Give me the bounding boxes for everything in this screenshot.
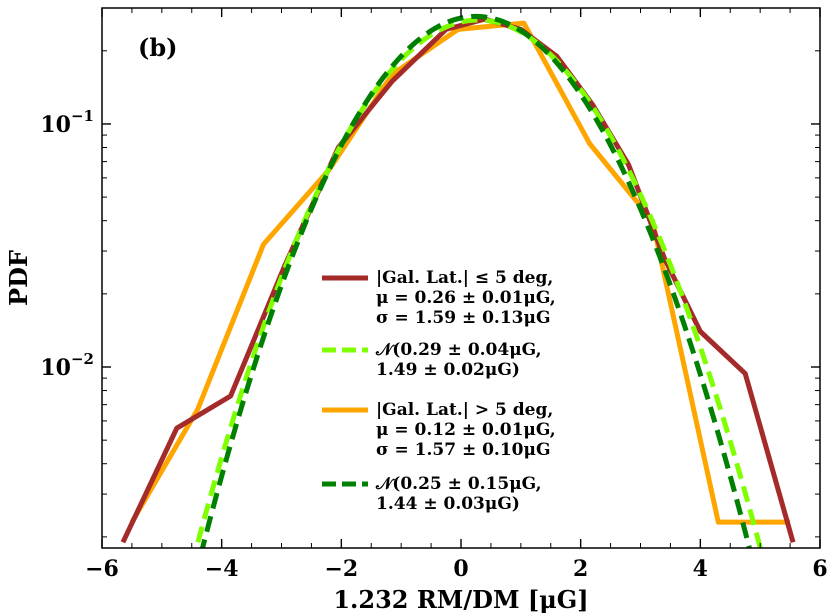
panel-label: (b) xyxy=(138,33,178,62)
y-axis-title: PDF xyxy=(4,250,33,306)
x-tick-label: −2 xyxy=(324,556,358,582)
legend: |Gal. Lat.| ≤ 5 deg,μ = 0.26 ± 0.01μG,σ … xyxy=(316,262,614,530)
legend-text: 1.44 ± 0.03μG) xyxy=(376,494,520,514)
legend-text: 𝒩(0.29 ± 0.04μG, xyxy=(375,340,542,360)
legend-text: σ = 1.57 ± 0.10μG xyxy=(376,440,550,460)
x-tick-label: 2 xyxy=(573,556,588,582)
x-axis-title: 1.232 RM/DM [μG] xyxy=(333,585,588,614)
y-tick-label: 10−1 xyxy=(40,107,94,138)
legend-text: μ = 0.26 ± 0.01μG, xyxy=(376,288,556,308)
legend-text: μ = 0.12 ± 0.01μG, xyxy=(376,420,556,440)
series-line-4 xyxy=(199,13,752,548)
legend-text: |Gal. Lat.| > 5 deg, xyxy=(376,400,553,420)
series-layer xyxy=(120,13,796,548)
x-tick-label: 0 xyxy=(453,556,468,582)
legend-text: 𝒩(0.25 ± 0.15μG, xyxy=(375,474,542,494)
x-tick-label: 4 xyxy=(693,556,708,582)
legend-text: |Gal. Lat.| ≤ 5 deg, xyxy=(376,268,553,288)
legend-text: σ = 1.59 ± 0.13μG xyxy=(376,308,550,328)
y-tick-label: 10−2 xyxy=(40,350,94,381)
x-tick-label: −6 xyxy=(85,556,119,582)
series-line-3 xyxy=(129,20,791,525)
x-tick-label: 6 xyxy=(812,556,827,582)
x-tick-label: −4 xyxy=(205,556,239,582)
ticks-layer: −6 −4 −2 0 2 4 6 10−2 10−1 xyxy=(40,7,828,582)
series-line-2 xyxy=(193,17,763,548)
legend-text: 1.49 ± 0.02μG) xyxy=(376,360,520,380)
